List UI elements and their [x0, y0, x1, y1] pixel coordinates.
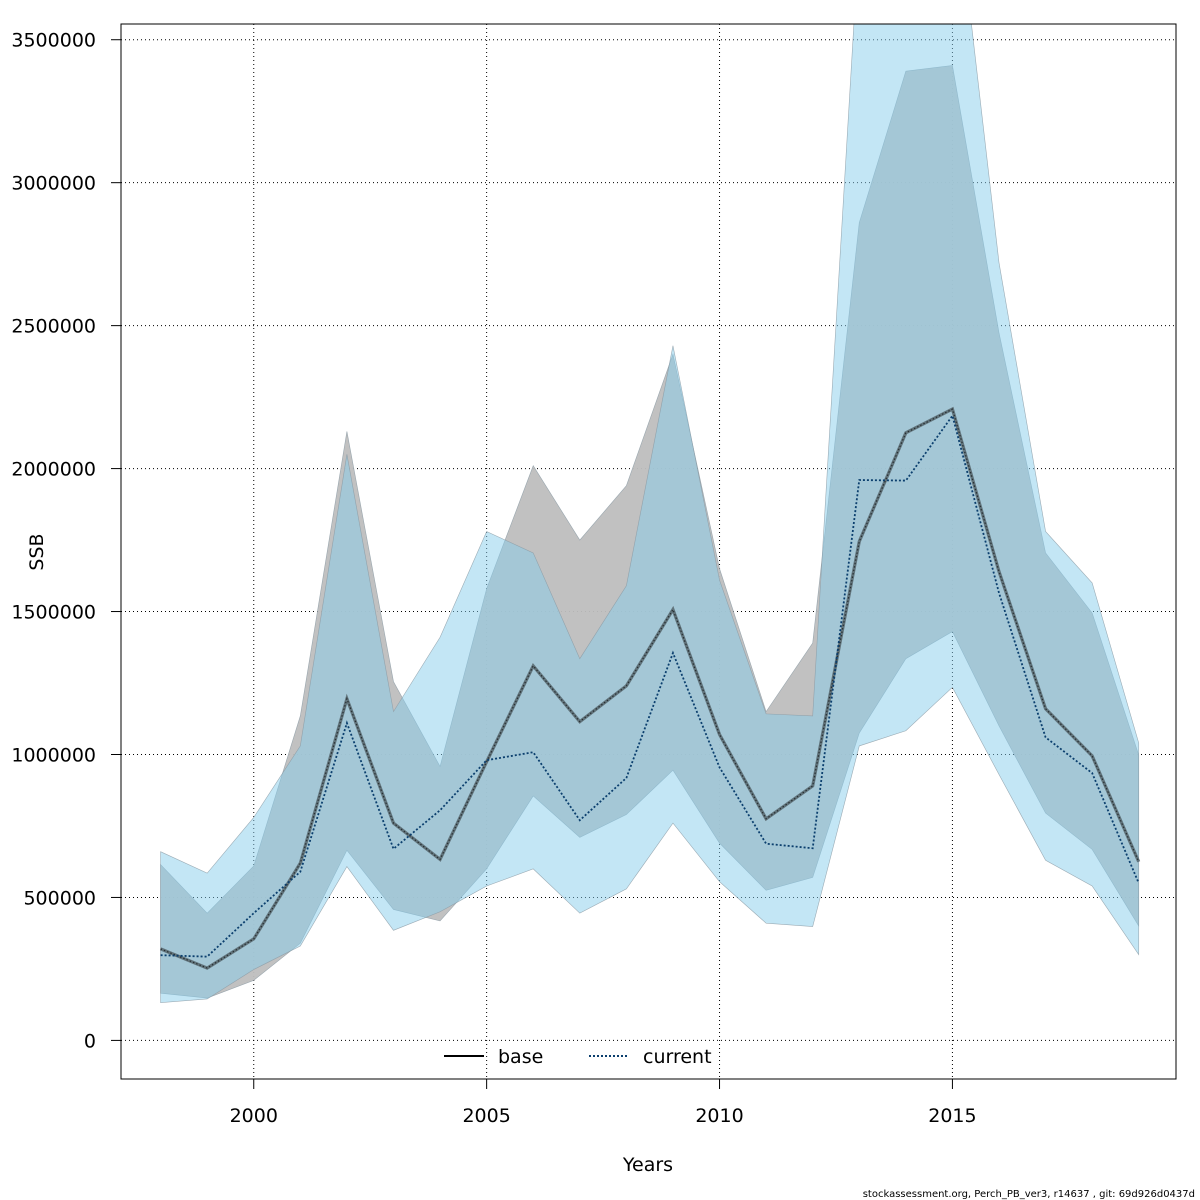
- y-tick-label-2000000: 2000000: [11, 459, 96, 481]
- y-tick-label-0: 0: [84, 1030, 96, 1052]
- x-axis-title: Years: [622, 1154, 673, 1176]
- x-axis: 2000 2005 2010 2015: [230, 1079, 977, 1127]
- legend-label-base: base: [498, 1046, 543, 1068]
- footer-note: stockassessment.org, Perch_PB_ver3, r146…: [863, 1189, 1195, 1200]
- y-tick-label-1000000: 1000000: [11, 744, 96, 766]
- y-tick-label-2500000: 2500000: [11, 316, 96, 338]
- y-axis: 0 500000 1000000 1500000 2000000 2500000 30000…: [11, 30, 121, 1052]
- plot-frame: [120, 23, 1177, 1080]
- legend: base current: [444, 1046, 712, 1068]
- y-axis-title: SSB: [26, 533, 48, 570]
- x-tick-label-2010: 2010: [695, 1105, 743, 1127]
- y-tick-label-3000000: 3000000: [11, 173, 96, 195]
- series-halo-base: [159, 406, 1141, 970]
- confidence-bands: [160, 24, 1140, 1003]
- y-tick-label-500000: 500000: [23, 887, 96, 909]
- y-tick-label-3500000: 3500000: [11, 30, 96, 52]
- x-tick-label-2005: 2005: [462, 1105, 510, 1127]
- x-tick-label-2000: 2000: [230, 1105, 278, 1127]
- x-tick-label-2015: 2015: [928, 1105, 976, 1127]
- series-lines: [159, 406, 1141, 970]
- legend-label-current: current: [643, 1046, 712, 1068]
- y-tick-label-1500000: 1500000: [11, 602, 96, 624]
- confidence-band-current: [160, 24, 1140, 1003]
